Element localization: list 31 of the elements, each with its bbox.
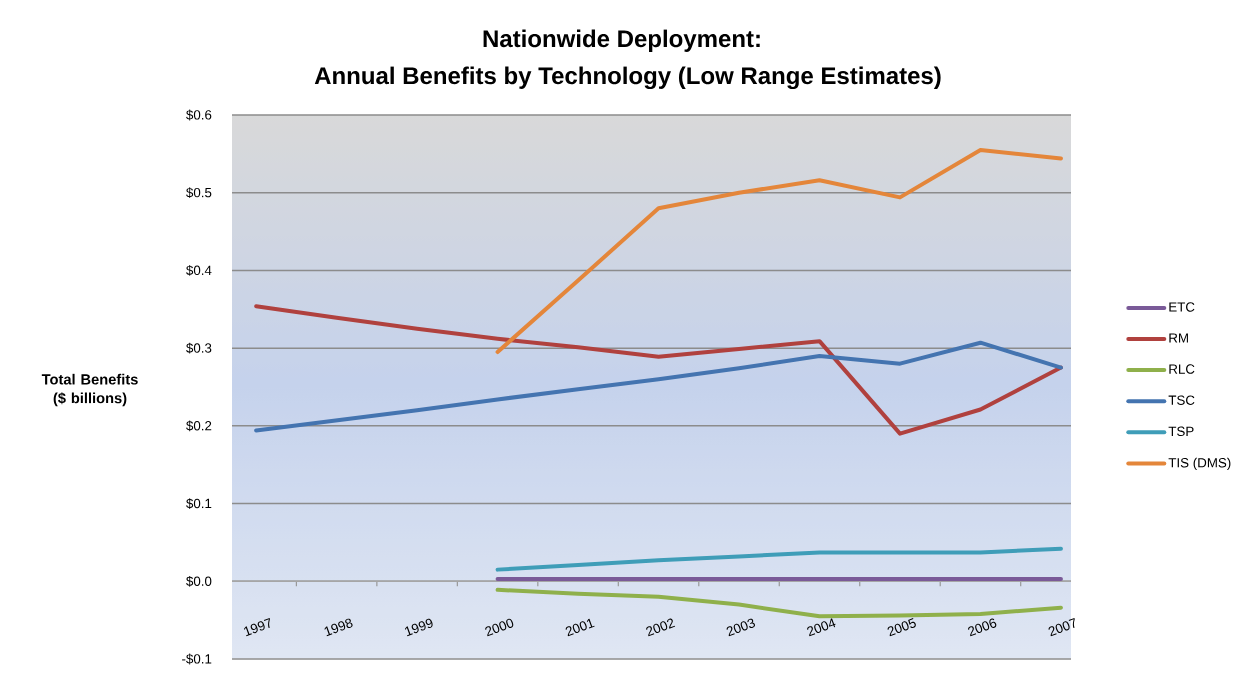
x-tick-label: 1998 (324, 618, 353, 637)
x-tick-label: 1999 (405, 618, 433, 637)
x-tick-label: 1997 (244, 617, 270, 637)
legend-label: TIS (DMS) (1168, 457, 1231, 471)
y-tick-label: $0.6 (186, 109, 212, 121)
x-tick-label: 2002 (646, 618, 676, 637)
y-tick-label: $0.2 (186, 420, 212, 432)
x-tick-label: 2003 (726, 618, 756, 637)
chart-subtitle: Annual Benefits by Technology (Low Range Estimates) (314, 66, 941, 90)
legend-label: RM (1169, 333, 1188, 343)
y-tick-label: $0.5 (186, 187, 212, 199)
legend-label: TSC (1168, 395, 1195, 405)
y-tick-label: $0.4 (186, 265, 212, 276)
y-tick-label: -$0.1 (182, 653, 212, 665)
x-tick-label: 2007 (1048, 617, 1075, 637)
line-series (254, 304, 1063, 436)
x-tick-label: 2001 (565, 618, 595, 637)
line-series (495, 147, 1063, 355)
x-tick-label: 2000 (485, 618, 514, 637)
y-tick-label: $0.1 (186, 498, 212, 509)
y-tick-label: $0.3 (186, 342, 212, 354)
x-tick-label: 2006 (968, 618, 997, 637)
chart-title: Nationwide Deployment: (483, 29, 760, 52)
legend-label: TSP (1168, 426, 1194, 437)
x-tick-label: 2004 (807, 618, 836, 637)
x-tick-label: 2005 (887, 618, 916, 637)
legend-label: RLC (1169, 364, 1195, 374)
line-series (495, 587, 1063, 619)
legend-label: ETC (1169, 302, 1195, 312)
y-tick-label: $0.0 (186, 575, 212, 587)
y-axis-title: Total Benefits ($ billions) (41, 373, 138, 407)
